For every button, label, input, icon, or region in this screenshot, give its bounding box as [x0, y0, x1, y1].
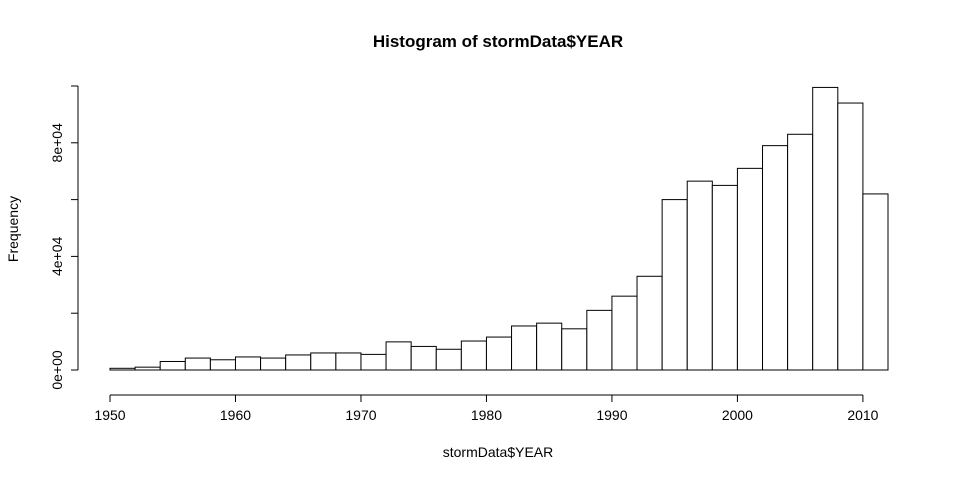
x-tick-label-2010: 2010	[847, 407, 878, 423]
histogram-bar-1994	[661, 199, 688, 371]
chart-title: Histogram of stormData$YEAR	[373, 32, 623, 51]
y-tick-label-0: 0e+00	[49, 350, 65, 390]
histogram-bar-1970	[360, 353, 387, 371]
histogram-bar-1978	[460, 340, 487, 371]
histogram-bar-1982	[511, 325, 538, 371]
y-axis-label: Frequency	[5, 196, 21, 262]
x-tick-label-1960: 1960	[220, 407, 251, 423]
histogram-bar-1996	[686, 180, 713, 371]
histogram-bars	[109, 86, 889, 371]
histogram-bar-1962	[260, 357, 287, 371]
y-axis: 0e+00 4e+04 8e+04	[49, 85, 79, 390]
x-tick-label-1990: 1990	[596, 407, 627, 423]
histogram-bar-2006	[812, 86, 839, 371]
histogram-bar-2004	[787, 133, 814, 371]
x-axis-label: stormData$YEAR	[443, 444, 553, 460]
histogram-bar-1966	[310, 352, 337, 371]
x-tick-label-1950: 1950	[94, 407, 125, 423]
histogram-bar-2002	[762, 145, 789, 371]
histogram-bar-2000	[736, 167, 764, 371]
y-tick-label-40000: 4e+04	[49, 237, 65, 277]
histogram-bar-1974	[410, 345, 437, 371]
x-axis: 1950 1960 1970 1980 1990 2000 2010	[94, 394, 879, 423]
histogram-bar-1980	[485, 336, 513, 371]
histogram-bar-1968	[335, 352, 362, 371]
x-tick-label-1970: 1970	[345, 407, 376, 423]
histogram-bar-1960	[234, 356, 262, 371]
histogram-bar-1972	[385, 341, 412, 371]
histogram-bar-2008	[837, 102, 864, 371]
x-tick-label-1980: 1980	[471, 407, 502, 423]
histogram-bar-1954	[159, 360, 186, 371]
histogram-bar-1964	[285, 354, 312, 371]
histogram-bar-1976	[435, 348, 462, 371]
histogram-bar-1992	[636, 275, 663, 371]
histogram-bar-1990	[611, 295, 638, 371]
histogram-bar-1988	[586, 309, 613, 371]
y-tick-label-80000: 8e+04	[49, 123, 65, 163]
histogram-bar-1998	[711, 184, 738, 371]
histogram-bar-1958	[209, 359, 236, 371]
histogram-bar-1984	[536, 322, 563, 371]
histogram-bar-1956	[184, 357, 211, 371]
histogram-bar-1986	[561, 328, 588, 371]
histogram-bar-1950	[109, 367, 136, 371]
histogram-bar-2010	[862, 193, 889, 371]
histogram-bar-1952	[134, 366, 161, 371]
x-tick-label-2000: 2000	[722, 407, 753, 423]
